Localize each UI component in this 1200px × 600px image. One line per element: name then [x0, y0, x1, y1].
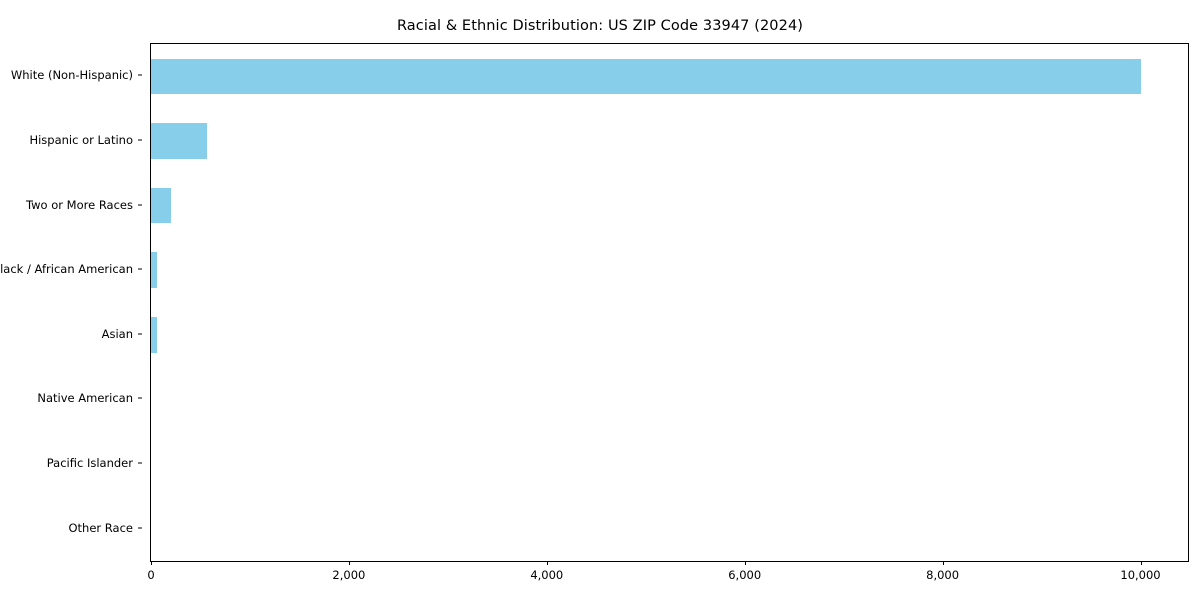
bar-black-african-american	[151, 252, 158, 288]
y-axis-labels: White (Non-Hispanic) Hispanic or Latino Tw…	[0, 43, 142, 560]
y-tick-mark	[138, 268, 142, 270]
x-tick-label: 6,000	[728, 568, 762, 582]
x-tick-label: 2,000	[332, 568, 366, 582]
bar-asian	[151, 317, 157, 353]
x-tick-label: 8,000	[926, 568, 960, 582]
y-tick-label: White (Non-Hispanic)	[10, 68, 133, 83]
x-tick-mark	[151, 561, 152, 565]
bar-row	[151, 187, 1188, 224]
x-axis-ticks: 0 2,000 4,000 6,000 8,000 10,000	[147, 561, 1188, 600]
x-tick-mark	[942, 561, 944, 565]
x-tick-label: 4,000	[530, 568, 564, 582]
y-tick-mark	[138, 397, 142, 399]
y-tick-mark	[138, 333, 142, 335]
bar-row	[151, 511, 1188, 547]
x-tick-label: 10,000	[1120, 568, 1161, 582]
y-tick-label: Asian	[101, 326, 133, 341]
bar-white-non-hispanic	[151, 58, 1141, 95]
y-tick-label: Black / African American	[0, 262, 133, 277]
y-tick-label: Native American	[37, 391, 133, 406]
y-tick-mark	[138, 204, 142, 206]
y-tick-label: Hispanic or Latino	[29, 132, 133, 147]
plot-area	[150, 43, 1189, 562]
chart-title: Racial & Ethnic Distribution: US ZIP Cod…	[396, 18, 804, 34]
bar-row	[151, 446, 1188, 482]
x-tick-mark	[744, 561, 746, 565]
y-tick-mark	[138, 74, 142, 76]
y-tick-label: Two or More Races	[26, 197, 133, 212]
y-tick-mark	[138, 527, 142, 529]
x-tick-label: 0	[147, 568, 155, 582]
x-tick-mark	[1140, 561, 1142, 565]
bar-row	[151, 317, 1188, 353]
bar-hispanic-or-latino	[151, 123, 208, 159]
x-tick-mark	[546, 561, 548, 565]
bar-row	[151, 58, 1188, 95]
y-tick-label: Pacific Islander	[46, 456, 133, 471]
bar-row	[151, 382, 1188, 418]
x-tick-mark	[348, 561, 350, 565]
bar-row	[151, 252, 1188, 288]
y-tick-mark	[138, 462, 142, 464]
y-tick-label: Other Race	[68, 520, 134, 535]
bars-layer	[151, 44, 1188, 561]
bar-row	[151, 123, 1188, 159]
bar-two-or-more-races	[151, 187, 171, 224]
y-tick-mark	[138, 139, 142, 141]
